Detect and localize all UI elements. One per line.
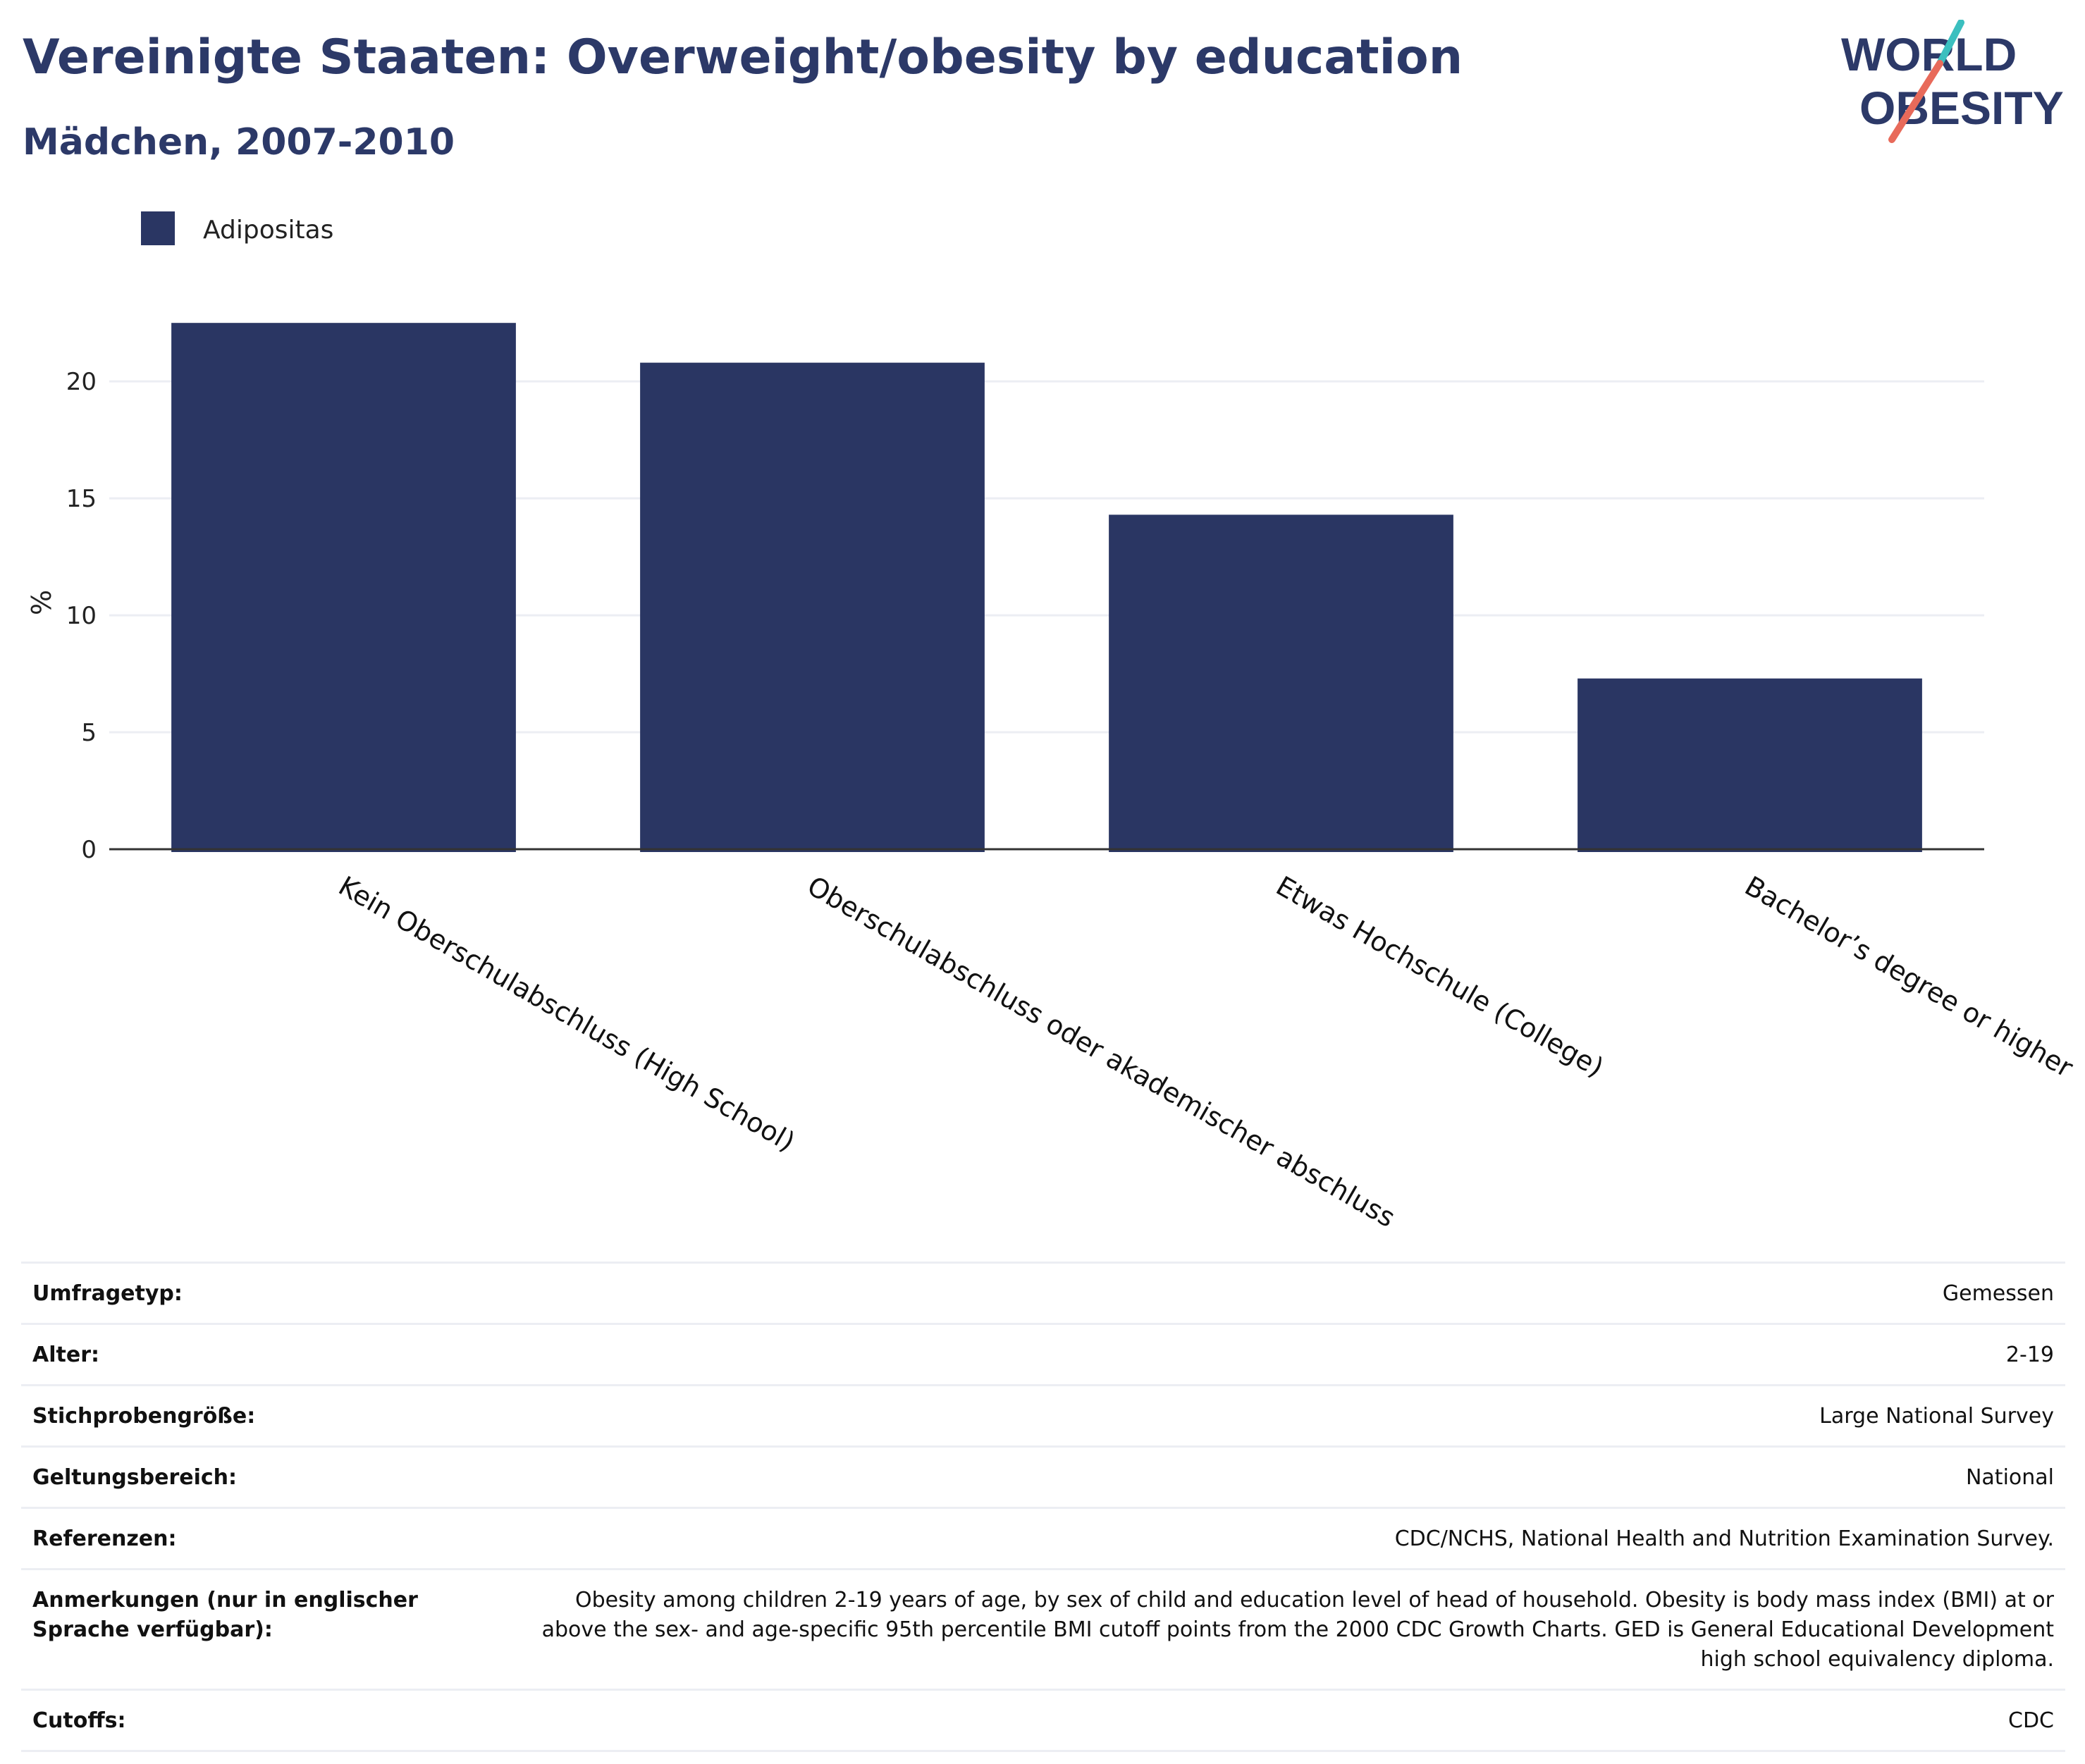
x-tick-labels: Kein Oberschulabschluss (High School) Obe…	[333, 870, 2079, 1233]
legend-label: Adipositas	[203, 216, 333, 245]
legend: Adipositas	[141, 211, 333, 245]
logo-slash-coral	[1888, 60, 1943, 143]
world-obesity-logo: WORLD OBESITY	[1841, 20, 2064, 143]
info-key: Alter:	[21, 1323, 530, 1386]
bars	[171, 323, 1922, 852]
logo-line1: WORLD	[1841, 28, 2017, 80]
y-tick-label: 15	[66, 485, 97, 513]
logo-slash-teal	[1936, 20, 1964, 67]
info-value: Gemessen	[530, 1262, 2065, 1324]
info-row: Stichprobengröße: Large National Survey	[21, 1384, 2065, 1447]
y-axis-label: %	[26, 590, 57, 615]
info-key: Cutoffs:	[21, 1689, 530, 1752]
y-tick-label: 20	[66, 368, 97, 396]
info-key: Referenzen:	[21, 1507, 530, 1569]
bar	[171, 323, 516, 852]
bar	[640, 362, 985, 852]
info-key: Umfragetyp:	[21, 1262, 530, 1324]
info-row: Anmerkungen (nur in englischer Sprache v…	[21, 1568, 2065, 1690]
page-title: Vereinigte Staaten: Overweight/obesity b…	[23, 30, 1463, 85]
info-value: 2-19	[530, 1323, 2065, 1386]
logo-line2: OBESITY	[1859, 82, 2064, 134]
x-tick-label: Kein Oberschulabschluss (High School)	[333, 870, 800, 1158]
info-value: Large National Survey	[530, 1384, 2065, 1447]
info-key: Anmerkungen (nur in englischer Sprache v…	[21, 1568, 530, 1690]
bar-chart: Adipositas 0 5 10 15 20 Kein Oberschulabschl…	[26, 211, 2079, 1233]
info-value: CDC/NCHS, National Health and Nutrition …	[530, 1507, 2065, 1569]
info-row: Alter: 2-19	[21, 1323, 2065, 1386]
info-row: Geltungsbereich: National	[21, 1445, 2065, 1508]
info-key: Stichprobengröße:	[21, 1384, 530, 1447]
x-tick-label: Oberschulabschluss oder akademischer abs…	[802, 870, 1401, 1233]
bar	[1109, 514, 1453, 852]
legend-swatch	[141, 211, 175, 245]
y-tick-label: 10	[66, 602, 97, 630]
x-tick-label: Etwas Hochschule (College)	[1271, 870, 1609, 1083]
info-row: Umfragetyp: Gemessen	[21, 1262, 2065, 1324]
y-tick-labels: 0 5 10 15 20	[66, 368, 97, 864]
info-row: Cutoffs: CDC	[21, 1689, 2065, 1752]
y-tick-label: 5	[81, 719, 97, 747]
info-value: CDC	[530, 1689, 2065, 1752]
info-key: Geltungsbereich:	[21, 1445, 530, 1508]
info-value: Obesity among children 2-19 years of age…	[530, 1568, 2065, 1690]
info-row: Referenzen: CDC/NCHS, National Health and…	[21, 1507, 2065, 1569]
x-tick-label: Bachelor’s degree or higher	[1740, 870, 2079, 1084]
y-tick-label: 0	[81, 836, 97, 864]
info-value: National	[530, 1445, 2065, 1508]
bar	[1577, 678, 1922, 852]
metadata-table: Umfragetyp: Gemessen Alter: 2-19 Stichproben…	[21, 1262, 2065, 1752]
page-subtitle: Mädchen, 2007-2010	[23, 121, 455, 164]
